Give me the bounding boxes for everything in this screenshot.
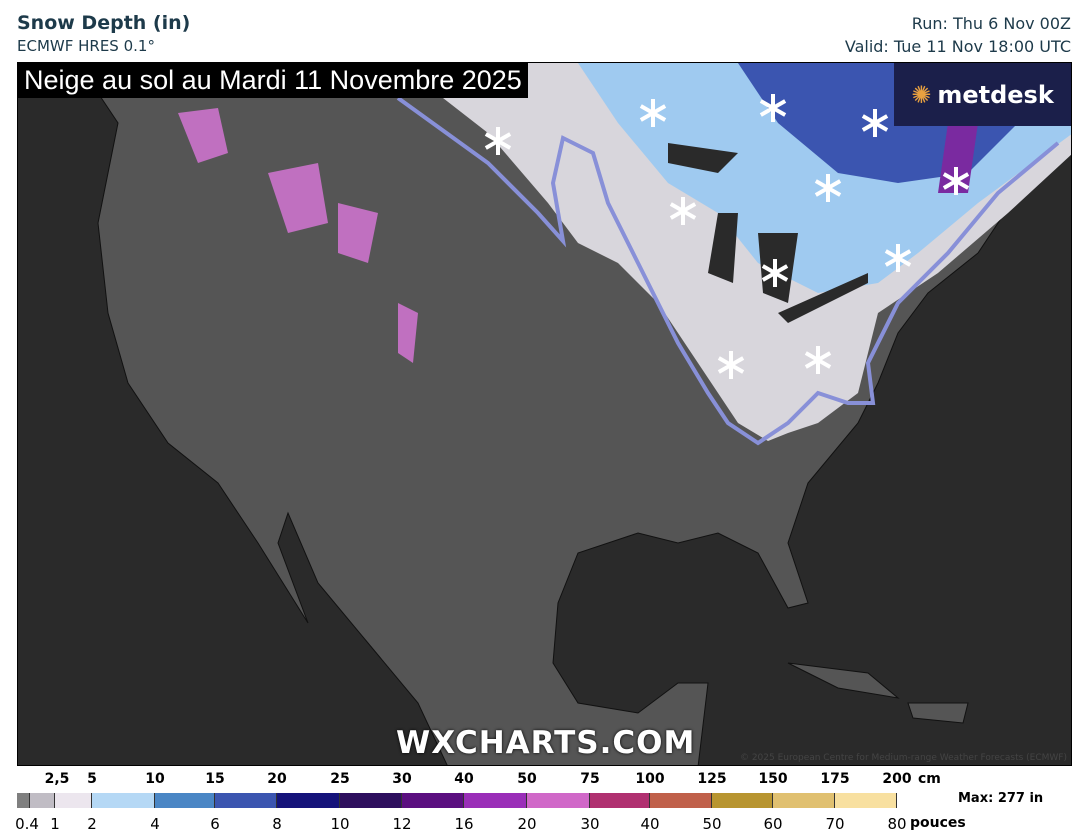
copyright: © 2025 European Centre for Medium-range … <box>739 753 1067 763</box>
legend-cm-label: 20 <box>267 771 287 787</box>
legend-inch-label: 20 <box>517 815 537 833</box>
map-caption: Neige au sol au Mardi 11 Novembre 2025 <box>18 63 528 98</box>
map-canvas <box>18 63 1071 765</box>
legend-max: Max: 277 in <box>958 791 1044 806</box>
snowflake-icon <box>717 351 745 379</box>
legend-swatch <box>590 793 650 808</box>
legend-cm-label: 200 <box>882 771 912 787</box>
legend-inch-label: 12 <box>392 815 412 833</box>
snowflake-icon <box>761 259 789 287</box>
legend-swatch <box>30 793 55 808</box>
legend-cm-label: 150 <box>758 771 788 787</box>
legend-cm-label: 75 <box>580 771 600 787</box>
legend-cm-label: 5 <box>87 771 97 787</box>
legend-swatch <box>92 793 155 808</box>
legend-swatch <box>55 793 92 808</box>
legend-cm-label: 30 <box>392 771 412 787</box>
legend-swatch <box>773 793 835 808</box>
legend-arrow <box>897 793 941 809</box>
snowflake-icon <box>804 346 832 374</box>
great-lakes <box>668 143 868 323</box>
legend-swatch <box>17 793 30 808</box>
legend-inch-label: 6 <box>210 815 220 833</box>
legend-swatch <box>340 793 402 808</box>
legend-cm-label: 175 <box>820 771 850 787</box>
logo-icon: ✺ <box>911 80 932 109</box>
legend-inch-label: 1 <box>50 815 60 833</box>
logo-text: metdesk <box>937 80 1054 109</box>
valid-time: Valid: Tue 11 Nov 18:00 UTC <box>844 37 1071 56</box>
snowflake-icon <box>861 109 889 137</box>
snowflake-icon <box>884 244 912 272</box>
snowflake-icon <box>484 127 512 155</box>
legend-swatch <box>527 793 590 808</box>
legend-swatch <box>650 793 712 808</box>
legend-inch-label: 10 <box>330 815 350 833</box>
legend-swatch <box>464 793 527 808</box>
legend-inch-label: 70 <box>825 815 845 833</box>
legend-swatch <box>155 793 215 808</box>
legend-inch-label: 80 <box>887 815 907 833</box>
snow-depth-map: Neige au sol au Mardi 11 Novembre 2025 ✺… <box>17 62 1072 766</box>
watermark: WXCHARTS.COM <box>396 725 696 761</box>
legend-inch-unit: pouces <box>910 815 966 831</box>
legend-swatch <box>215 793 277 808</box>
snowflake-icon <box>814 174 842 202</box>
legend-cm-label: 25 <box>330 771 350 787</box>
legend-inch-label: 60 <box>763 815 783 833</box>
legend-swatch <box>712 793 773 808</box>
legend-cm-label: 100 <box>635 771 665 787</box>
map-title: Snow Depth (in) <box>17 12 191 34</box>
legend-inch-label: 40 <box>640 815 660 833</box>
land-hispaniola <box>907 702 969 724</box>
legend-inch-label: 16 <box>454 815 474 833</box>
legend-swatch <box>835 793 897 808</box>
metdesk-logo: ✺ metdesk <box>894 63 1071 126</box>
legend-inch-label: 30 <box>580 815 600 833</box>
snowflake-icon <box>759 94 787 122</box>
legend-cm-label: 2,5 <box>44 771 70 787</box>
legend-inch-label: 8 <box>272 815 282 833</box>
legend-cm-label: 50 <box>517 771 537 787</box>
legend-cm-label: 15 <box>205 771 225 787</box>
snowflake-icon <box>639 99 667 127</box>
legend-cm-unit: cm <box>918 771 941 787</box>
legend-colorbar <box>17 793 897 808</box>
snowflake-markers <box>484 94 970 379</box>
legend-cm-label: 10 <box>145 771 165 787</box>
legend-swatch <box>402 793 464 808</box>
legend-cm-label: 125 <box>697 771 727 787</box>
legend-inch-label: 50 <box>702 815 722 833</box>
snow-contour-line <box>396 96 1060 446</box>
legend-inch-label: 2 <box>87 815 97 833</box>
legend-swatch <box>277 793 340 808</box>
snowflake-icon <box>942 167 970 195</box>
model-label: ECMWF HRES 0.1° <box>17 37 155 55</box>
land-cuba <box>787 662 900 699</box>
legend-inch-label: 0.4 <box>15 815 39 833</box>
snowflake-icon <box>669 197 697 225</box>
run-time: Run: Thu 6 Nov 00Z <box>911 14 1071 33</box>
legend-cm-label: 40 <box>454 771 474 787</box>
legend-inch-label: 4 <box>150 815 160 833</box>
snow-west-rockies <box>178 108 418 363</box>
